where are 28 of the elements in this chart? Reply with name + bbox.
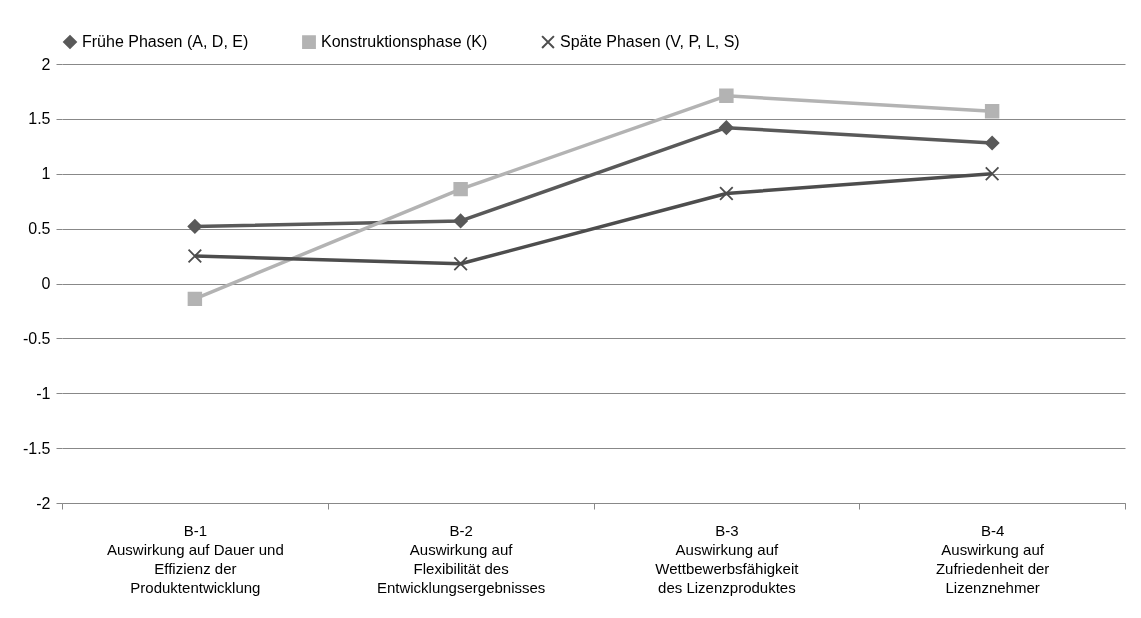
y-tick-label: 0 bbox=[41, 275, 51, 292]
point bbox=[453, 256, 468, 271]
y-tick-label: 1 bbox=[41, 165, 51, 183]
point bbox=[719, 88, 734, 104]
point bbox=[187, 219, 203, 234]
point bbox=[187, 291, 203, 307]
point bbox=[187, 248, 203, 264]
y-tick-label: -1 bbox=[36, 384, 51, 402]
point bbox=[984, 103, 1000, 119]
legend-label: Frühe Phasen (A, D, E) bbox=[82, 33, 249, 51]
x-tick-label: B-1 Auswirkung auf Dauer und Effizienz der Produktentwicklung bbox=[106, 521, 284, 596]
point bbox=[984, 135, 1000, 151]
y-tick-label: -1.5 bbox=[22, 439, 51, 457]
legend-label: Späte Phasen (V, P, L, S) bbox=[560, 33, 740, 51]
point bbox=[719, 120, 734, 135]
legend-label: Konstruktionsphase (K) bbox=[321, 33, 488, 51]
point bbox=[719, 186, 734, 201]
y-tick-label: 2 bbox=[41, 55, 51, 73]
y-tick-label: 1.5 bbox=[28, 110, 51, 128]
x-tick-label: B-3 Auswirkung auf Wettbewerbsfähigkeit des Lizenzproduktes bbox=[655, 521, 800, 596]
y-tick-label: -0.5 bbox=[22, 329, 51, 347]
point bbox=[453, 181, 468, 197]
y-tick-label: 0.5 bbox=[28, 220, 51, 238]
point bbox=[453, 213, 468, 229]
x-tick-label: B-2 Auswirkung auf Flexibilität des Entwicklungsergebnisses bbox=[376, 521, 546, 596]
x-tick-label: B-4 Auswirkung auf Zufriedenheit der Lizenznehmer bbox=[935, 521, 1050, 596]
point bbox=[984, 166, 1000, 181]
y-tick-label: -2 bbox=[36, 494, 51, 512]
